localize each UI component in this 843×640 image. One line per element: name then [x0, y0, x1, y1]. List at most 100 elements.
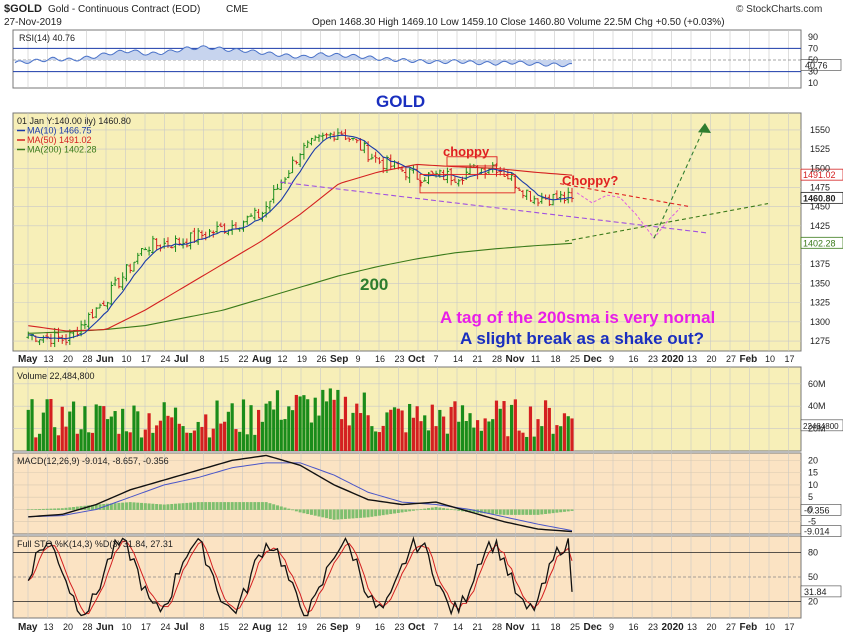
macd-histogram-bar	[415, 509, 419, 511]
macd-histogram-bar	[566, 509, 570, 512]
volume-bar	[87, 432, 91, 451]
volume-bar	[302, 395, 306, 451]
volume-bar	[317, 415, 321, 451]
red-dashed-line	[559, 183, 691, 208]
macd-histogram-bar	[419, 509, 423, 510]
x-tick-label: 20	[707, 354, 717, 364]
macd-histogram-bar	[166, 504, 170, 510]
x-tick-label: Nov	[506, 354, 525, 365]
x-tick-label: Aug	[252, 622, 271, 633]
macd-histogram-bar	[377, 509, 381, 516]
x-tick-label: 23	[648, 622, 658, 632]
volume-bar	[94, 404, 98, 451]
macd-histogram-bar	[174, 503, 178, 510]
macd-histogram-bar	[328, 509, 332, 519]
volume-bar	[400, 410, 404, 451]
x-tick-label: 18	[551, 354, 561, 364]
volume-bar	[71, 401, 76, 451]
volume-bar	[438, 409, 442, 451]
choppy-box	[419, 173, 516, 194]
macd-histogram-bar	[532, 509, 536, 515]
macd-histogram-bar	[298, 509, 302, 513]
macd-histogram-bar	[366, 509, 370, 518]
macd-histogram-bar	[393, 509, 397, 514]
volume-bar	[411, 417, 416, 451]
volume-bar	[41, 412, 45, 451]
macd-histogram-bar	[53, 508, 57, 510]
volume-bar	[128, 432, 132, 451]
volume-bar	[219, 423, 223, 451]
macd-histogram-bar	[434, 507, 438, 510]
macd-histogram-bar	[521, 509, 525, 515]
x-tick-label: 11	[531, 622, 540, 632]
x-tick-label: Nov	[506, 622, 525, 633]
sto-tick-label: 50	[808, 572, 818, 582]
ma200-tag: 1402.28	[803, 238, 836, 248]
x-tick-label: 13	[687, 622, 697, 632]
volume-bar	[204, 414, 208, 451]
volume-bar	[377, 432, 382, 451]
x-tick-label: 18	[551, 622, 561, 632]
volume-bar	[426, 430, 431, 451]
x-tick-label: 10	[765, 622, 775, 632]
volume-bar	[457, 421, 461, 451]
volume-bar	[472, 427, 476, 451]
macd-histogram-bar	[340, 509, 344, 520]
rsi-tick-label: 10	[808, 78, 818, 88]
macd-histogram-bar	[109, 503, 113, 510]
volume-bar	[559, 426, 563, 451]
macd-histogram-bar	[72, 507, 76, 510]
volume-bar	[79, 429, 83, 451]
rsi-tick-label: 30	[808, 67, 818, 77]
volume-bar	[358, 413, 363, 451]
macd-histogram-bar	[506, 509, 510, 515]
volume-bar	[238, 431, 242, 451]
macd-histogram-bar	[230, 502, 234, 510]
macd-histogram-bar	[151, 503, 155, 510]
chart-symbol: $GOLD	[4, 3, 42, 15]
volume-bar	[181, 426, 185, 451]
macd-histogram-bar	[498, 509, 502, 515]
x-tick-label: 19	[297, 354, 307, 364]
macd-histogram-bar	[336, 509, 340, 520]
volume-bar	[34, 437, 38, 451]
x-tick-label: 28	[83, 354, 93, 364]
macd-histogram-bar	[249, 502, 253, 510]
up-arrow-icon	[698, 122, 711, 133]
macd-histogram-bar	[317, 509, 321, 517]
price-tick-label: 1425	[810, 221, 830, 231]
ma200-tag-box	[800, 236, 843, 249]
x-tick-label: 23	[648, 354, 658, 364]
volume-bar	[207, 437, 212, 451]
x-tick-label: 13	[44, 622, 54, 632]
macd-histogram-bar	[487, 509, 491, 514]
macd-histogram-bar	[438, 507, 442, 510]
macd-histogram-bar	[41, 508, 45, 510]
volume-bar	[343, 396, 348, 451]
x-tick-label: Sep	[330, 354, 348, 365]
macd-hist-value: -0.356	[804, 505, 830, 515]
macd-histogram-bar	[291, 509, 295, 511]
volume-bar	[170, 417, 174, 451]
volume-bar	[56, 435, 61, 451]
macd-histogram-bar	[321, 509, 325, 518]
macd-label: MACD(12,26,9) -9.014, -8.657, -0.356	[17, 456, 169, 466]
x-tick-label: 9	[609, 354, 614, 364]
x-tick-label: 21	[473, 622, 483, 632]
macd-histogram-bar	[411, 509, 415, 511]
volume-bar	[223, 421, 227, 451]
macd-histogram-bar	[430, 507, 434, 510]
volume-bar	[336, 389, 340, 451]
macd-histogram-bar	[170, 504, 174, 510]
volume-bar	[234, 429, 238, 451]
x-tick-label: Dec	[584, 622, 603, 633]
x-tick-label: Feb	[740, 622, 758, 633]
x-tick-label: 16	[629, 622, 639, 632]
x-tick-label: 15	[219, 354, 229, 364]
macd-histogram-bar	[208, 502, 212, 510]
volume-last-tag	[800, 419, 843, 432]
volume-bar	[476, 420, 480, 451]
volume-label: Volume 22,484,800	[17, 371, 95, 381]
annotation-gold: GOLD	[376, 92, 425, 111]
volume-bar	[491, 419, 495, 451]
